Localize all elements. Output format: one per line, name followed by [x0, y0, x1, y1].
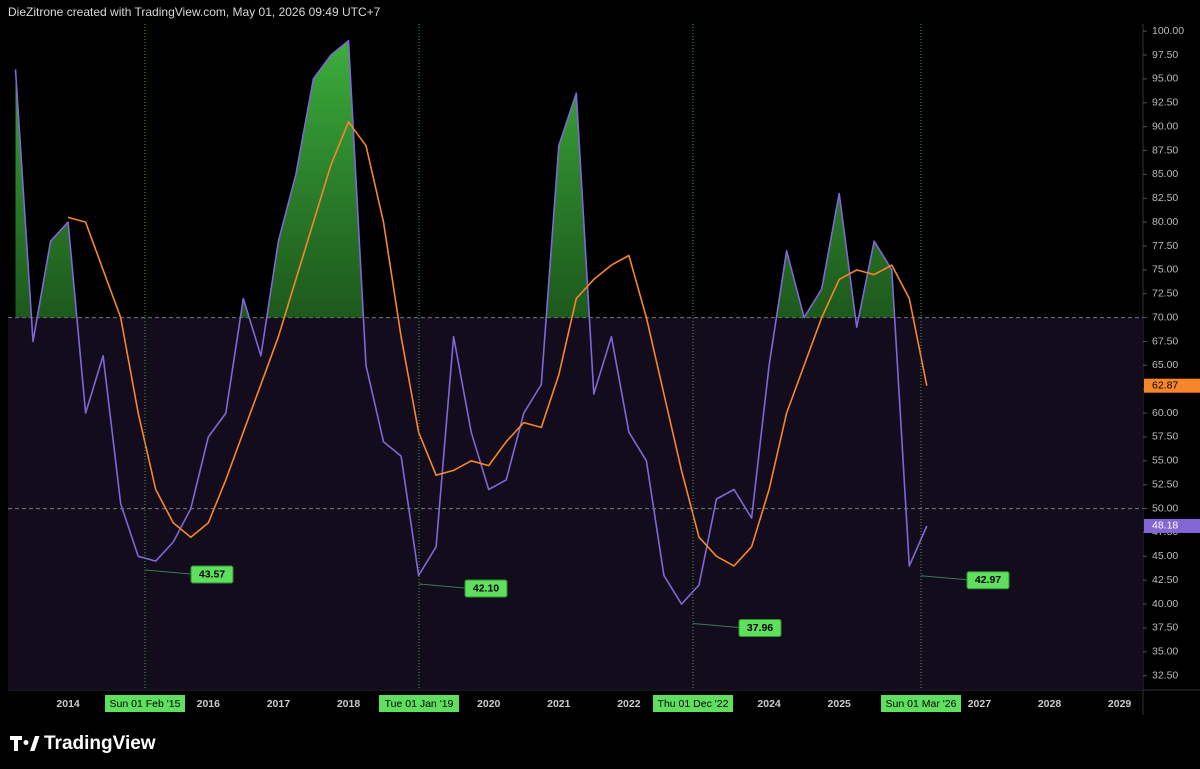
annotation-connector — [144, 569, 192, 575]
date-badge — [881, 695, 961, 712]
x-tick-label: 2027 — [968, 698, 992, 710]
y-tick-label: 42.50 — [1152, 574, 1178, 586]
date-label: Sun 01 Feb '15 — [110, 698, 181, 710]
x-tick-label: 2016 — [197, 698, 221, 710]
x-tick-label: 2018 — [337, 698, 361, 710]
y-tick-label: 82.50 — [1152, 192, 1178, 204]
y-tick-label: 77.50 — [1152, 240, 1178, 252]
last-value-badge — [1144, 518, 1200, 533]
y-tick-label: 90.00 — [1152, 120, 1178, 132]
y-tick-label: 40.00 — [1152, 598, 1178, 610]
annotation-label: 43.57 — [199, 568, 225, 580]
annotation-label: 42.10 — [473, 582, 499, 594]
x-tick-label: 2020 — [477, 698, 501, 710]
annotation-box — [966, 571, 1010, 590]
date-label: Tue 01 Jan '19 — [385, 698, 454, 710]
date-badge — [105, 695, 185, 712]
last-value-label: 62.87 — [1152, 379, 1178, 391]
annotation-connector — [692, 623, 740, 629]
date-label: Sun 01 Mar '26 — [886, 698, 957, 710]
x-tick-label: 2024 — [757, 698, 781, 710]
x-tick-label: 2025 — [828, 698, 852, 710]
y-tick-label: 37.50 — [1152, 622, 1178, 634]
x-tick-label: 2021 — [547, 698, 571, 710]
annotation-connector — [418, 583, 466, 589]
date-badge — [379, 695, 459, 712]
y-tick-label: 100.00 — [1152, 25, 1184, 37]
last-value-label: 48.18 — [1152, 520, 1178, 532]
annotation-label: 42.97 — [975, 574, 1001, 586]
date-badge — [653, 695, 733, 712]
last-value-badge — [1144, 378, 1200, 393]
y-tick-label: 57.50 — [1152, 431, 1178, 443]
y-tick-label: 70.00 — [1152, 311, 1178, 323]
oversold-zone — [8, 317, 1143, 690]
y-tick-label: 80.00 — [1152, 216, 1178, 228]
y-tick-label: 75.00 — [1152, 264, 1178, 276]
y-tick-label: 35.00 — [1152, 646, 1178, 658]
chart-title: DieZitrone created with TradingView.com,… — [8, 5, 381, 19]
series-line — [67, 121, 928, 567]
y-tick-label: 87.50 — [1152, 144, 1178, 156]
x-tick-label: 2029 — [1108, 698, 1132, 710]
logo: TradingView — [10, 733, 156, 754]
annotation-connector — [920, 575, 968, 581]
y-tick-label: 60.00 — [1152, 407, 1178, 419]
y-tick-label: 52.50 — [1152, 478, 1178, 490]
y-tick-label: 32.50 — [1152, 669, 1178, 681]
x-tick-label: 2022 — [617, 698, 641, 710]
y-tick-label: 97.50 — [1152, 49, 1178, 61]
y-tick-label: 67.50 — [1152, 335, 1178, 347]
y-tick-label: 55.00 — [1152, 455, 1178, 467]
x-tick-label: 2014 — [56, 698, 80, 710]
y-tick-label: 85.00 — [1152, 168, 1178, 180]
annotation-box — [464, 579, 508, 598]
y-tick-label: 95.00 — [1152, 73, 1178, 85]
brand: TradingView — [44, 733, 156, 754]
series-line — [14, 39, 928, 605]
logo-icon — [10, 736, 40, 751]
x-tick-label: 2017 — [267, 698, 291, 710]
annotation-box — [738, 619, 782, 638]
x-tick-label: 2028 — [1038, 698, 1062, 710]
y-tick-label: 65.00 — [1152, 359, 1178, 371]
annotation-label: 37.96 — [747, 622, 773, 634]
date-label: Thu 01 Dec '22 — [658, 698, 729, 710]
y-tick-label: 50.00 — [1152, 502, 1178, 514]
y-tick-label: 72.50 — [1152, 288, 1178, 300]
annotation-box — [190, 565, 234, 584]
y-tick-label: 92.50 — [1152, 97, 1178, 109]
y-tick-label: 45.00 — [1152, 550, 1178, 562]
